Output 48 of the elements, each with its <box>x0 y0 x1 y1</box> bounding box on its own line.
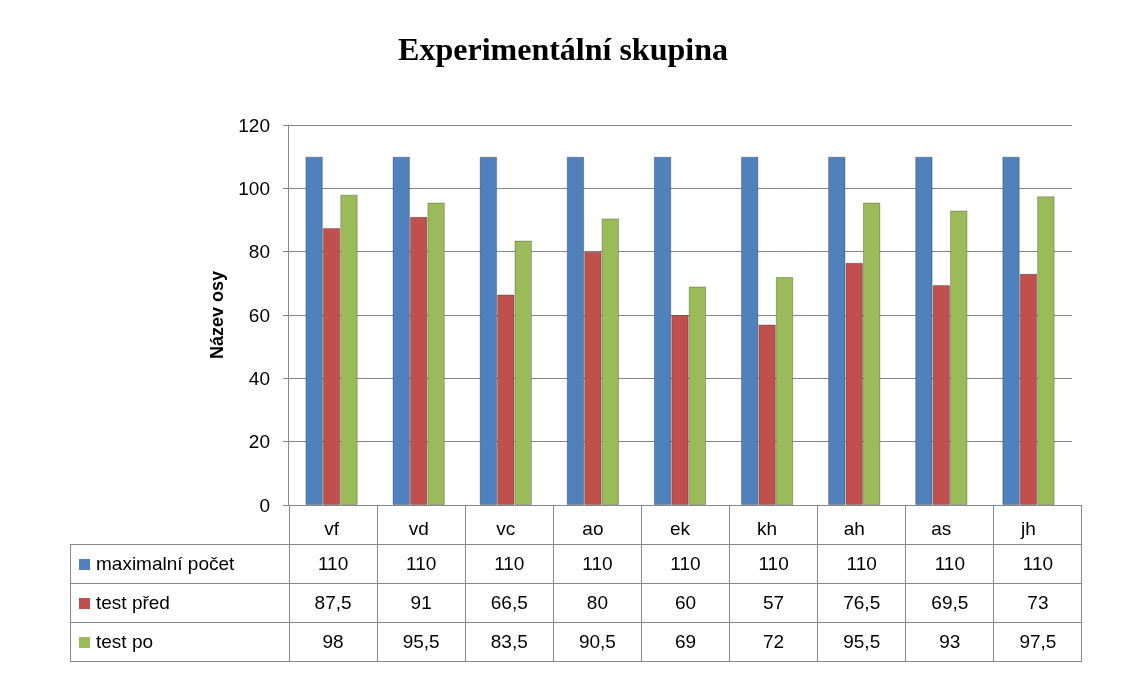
data-label: 95,5 <box>817 622 906 662</box>
x-tick-label: as <box>931 518 952 539</box>
data-label: 110 <box>641 544 730 584</box>
data-label: 97,5 <box>993 622 1082 662</box>
y-axis-title: Název osy <box>207 270 227 360</box>
data-label: 90,5 <box>553 622 642 662</box>
data-label: 73 <box>993 583 1082 623</box>
data-label: 91 <box>377 583 466 623</box>
data-label: 80 <box>553 583 642 623</box>
y-tick-label: 0 <box>259 494 270 516</box>
y-tick-label: 80 <box>248 241 270 263</box>
data-label: 98 <box>289 622 378 662</box>
data-label: 87,5 <box>289 583 378 623</box>
x-tick-label: vf <box>324 518 340 539</box>
x-tick-label: ao <box>582 518 604 539</box>
y-tick-label: 20 <box>248 431 270 453</box>
y-tick-label: 40 <box>248 367 270 389</box>
x-tick-label: ah <box>843 518 865 539</box>
data-label: 110 <box>465 544 554 584</box>
data-label: 110 <box>817 544 906 584</box>
data-label: 76,5 <box>817 583 906 623</box>
data-label: 110 <box>993 544 1082 584</box>
y-tick-label: 120 <box>238 114 270 136</box>
data-label: 66,5 <box>465 583 554 623</box>
data-label: 110 <box>729 544 818 584</box>
legend-label: maximalní počet <box>70 544 289 584</box>
x-tick-label: ek <box>669 518 691 539</box>
x-tick-label: vc <box>496 518 516 539</box>
y-tick-label: 100 <box>238 177 270 199</box>
data-label: 69,5 <box>905 583 994 623</box>
data-label: 57 <box>729 583 818 623</box>
x-tick-label: vd <box>408 518 429 539</box>
legend-label: test před <box>70 583 289 623</box>
data-label: 110 <box>553 544 642 584</box>
data-label: 83,5 <box>465 622 554 662</box>
legend-label: test po <box>70 622 289 662</box>
x-tick-label: kh <box>757 518 778 539</box>
data-label: 110 <box>905 544 994 584</box>
data-label: 95,5 <box>377 622 466 662</box>
data-label: 72 <box>729 622 818 662</box>
data-label: 110 <box>377 544 466 584</box>
chart-title: Experimentální skupina <box>398 31 728 67</box>
x-tick-label: jh <box>1020 518 1036 539</box>
data-label: 69 <box>641 622 730 662</box>
y-tick-label: 60 <box>248 304 270 326</box>
data-label: 93 <box>905 622 994 662</box>
data-label: 60 <box>641 583 730 623</box>
data-label: 110 <box>289 544 378 584</box>
